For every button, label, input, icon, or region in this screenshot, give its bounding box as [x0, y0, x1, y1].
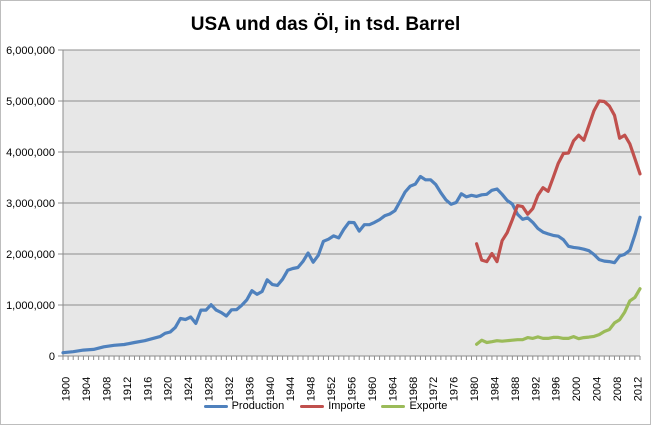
x-tick-label: 2000 [571, 377, 583, 401]
exporte-line [475, 287, 642, 346]
y-tick-label: 3,000,000 [6, 198, 55, 210]
x-tick-label: 1980 [469, 377, 481, 401]
x-tick-label: 1944 [285, 377, 297, 401]
x-tick-label: 1968 [408, 377, 420, 401]
x-tick-label: 2012 [632, 377, 644, 401]
y-tick-label: 6,000,000 [6, 45, 55, 57]
y-tick-label: 4,000,000 [6, 147, 55, 159]
legend-swatch-importe [300, 404, 325, 408]
x-tick-label: 1936 [244, 377, 256, 401]
legend-item-exporte: Exporte [381, 400, 447, 412]
x-tick-label: 1996 [551, 377, 563, 401]
x-tick-label: 1900 [61, 377, 73, 401]
x-tick-label: 1960 [367, 377, 379, 401]
x-tick-label: 1988 [510, 377, 522, 401]
x-tick-label: 1916 [142, 377, 154, 401]
x-tick-label: 1912 [122, 377, 134, 401]
x-tick-label: 1932 [224, 377, 236, 401]
production-line [61, 174, 642, 355]
x-tick-label: 1924 [183, 377, 195, 401]
x-tick-label: 2004 [592, 377, 604, 401]
importe-line [475, 99, 642, 264]
x-tick-label: 1976 [449, 377, 461, 401]
x-tick-label: 2008 [612, 377, 624, 401]
legend-label-importe: Importe [328, 400, 366, 412]
legend-swatch-exporte [381, 404, 406, 408]
y-tick-label: 0 [49, 351, 55, 363]
legend-label-exporte: Exporte [409, 400, 448, 412]
x-tick-label: 1992 [530, 377, 542, 401]
x-tick-label: 1964 [387, 377, 399, 401]
chart-title: USA und das Öl, in tsd. Barrel [190, 14, 461, 35]
x-tick-label: 1928 [204, 377, 216, 401]
x-tick-label: 1948 [306, 377, 318, 401]
x-tick-label: 1956 [347, 377, 359, 401]
x-tick-label: 1972 [428, 377, 440, 401]
chart-legend: Production Importe Exporte [0, 400, 651, 412]
y-tick-label: 5,000,000 [6, 96, 55, 108]
x-tick-label: 1952 [326, 377, 338, 401]
x-tick-label: 1920 [163, 377, 175, 401]
legend-item-importe: Importe [300, 400, 365, 412]
y-tick-label: 1,000,000 [6, 300, 55, 312]
y-tick-label: 2,000,000 [6, 249, 55, 261]
legend-label-production: Production [231, 400, 285, 412]
legend-item-production: Production [203, 400, 285, 412]
x-tick-label: 1908 [101, 377, 113, 401]
x-tick-label: 1984 [489, 377, 501, 401]
legend-swatch-production [203, 404, 228, 408]
x-tick-label: 1904 [81, 377, 93, 401]
x-tick-label: 1940 [265, 377, 277, 401]
